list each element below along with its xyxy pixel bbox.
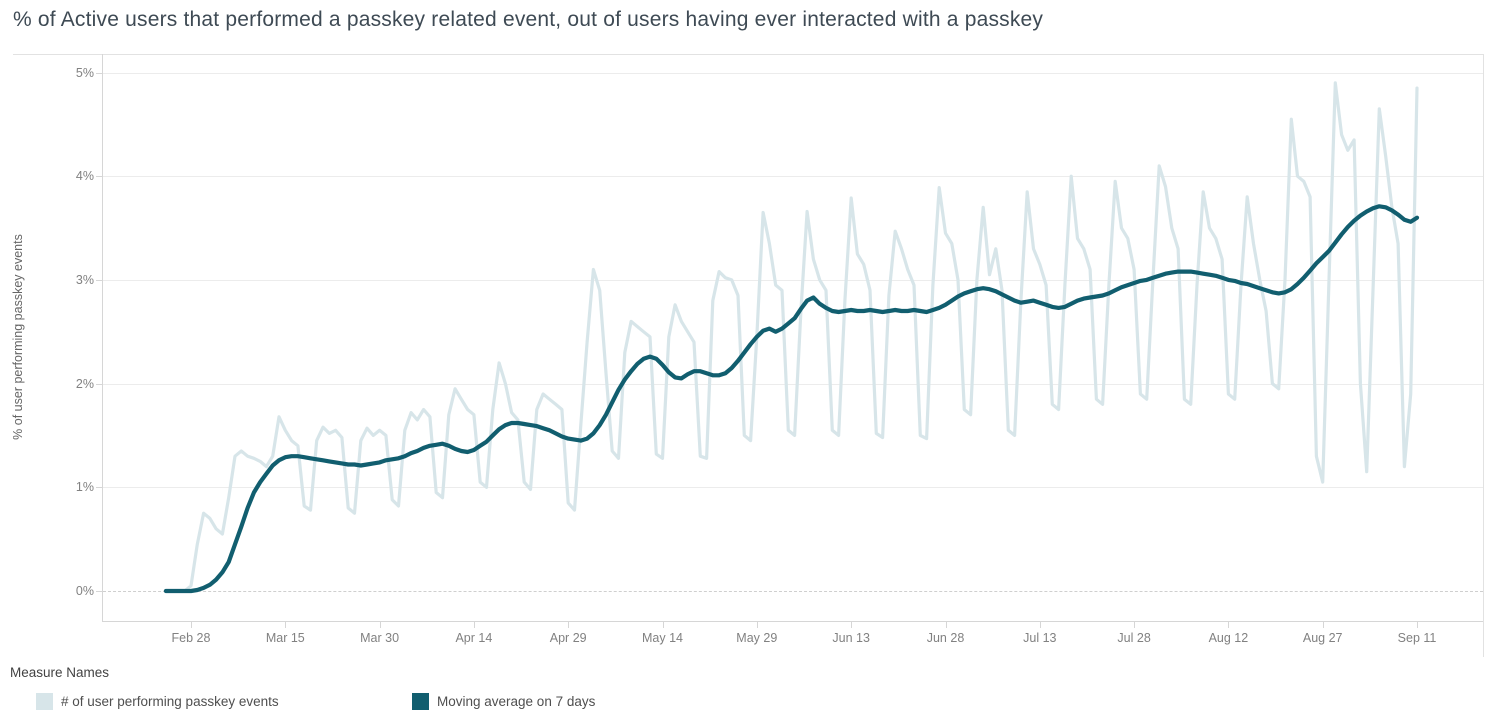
x-axis-tick (191, 622, 192, 628)
y-tick-label: 3% (75, 273, 94, 287)
x-tick-label: Jun 28 (926, 631, 965, 645)
y-axis-tick (96, 591, 102, 592)
x-axis-tick (1322, 622, 1324, 628)
x-tick-label: Aug 27 (1302, 631, 1343, 645)
daily-series-swatch (36, 692, 53, 710)
x-axis-tick (1228, 622, 1230, 628)
pane-top-border (13, 54, 1483, 55)
y-axis-tick (96, 487, 102, 488)
y-axis-tick (96, 384, 102, 385)
x-tick-label: May 29 (736, 631, 778, 645)
y-tick-label: 1% (75, 480, 94, 494)
x-axis-tick (662, 622, 664, 628)
x-tick-label: Jul 28 (1117, 631, 1151, 645)
y-tick-label: 5% (75, 66, 94, 80)
y-axis-line (102, 54, 103, 621)
daily-series-line[interactable] (164, 81, 1419, 593)
x-tick-label: Jun 13 (832, 631, 870, 645)
gridline-3% (103, 280, 1483, 281)
page-title: % of Active users that performed a passk… (13, 8, 1044, 31)
legend-item-moving-average[interactable]: Moving average on 7 days (412, 692, 595, 710)
y-axis-tick (96, 73, 102, 74)
x-axis-tick (851, 622, 853, 628)
gridline-2% (103, 384, 1483, 385)
x-tick-label: Mar 15 (265, 631, 305, 645)
legend: Measure Names # of user performing passk… (0, 660, 1500, 721)
moving-average-line[interactable] (163, 204, 1420, 594)
x-tick-label: Jul 13 (1023, 631, 1057, 645)
x-tick-label: Apr 14 (455, 631, 493, 645)
x-axis-tick (1417, 622, 1418, 628)
x-tick-label: Apr 29 (549, 631, 587, 645)
legend-item-label: # of user performing passkey events (61, 693, 279, 709)
legend-item-daily[interactable]: # of user performing passkey events (36, 692, 279, 710)
moving-average-swatch (412, 692, 429, 710)
x-axis-tick (1134, 622, 1136, 628)
x-axis-tick (473, 622, 475, 628)
x-axis-tick (285, 622, 287, 628)
x-axis-tick (945, 622, 947, 628)
gridline-1% (103, 487, 1483, 488)
y-tick-label: 2% (75, 377, 94, 391)
y-axis-tick (96, 280, 102, 281)
legend-title: Measure Names (10, 665, 110, 680)
gridline-4% (103, 176, 1483, 177)
y-axis-tick (96, 176, 102, 177)
x-axis-tick (756, 622, 758, 628)
y-tick-label: 4% (75, 169, 94, 183)
pane-right-border (1483, 54, 1484, 657)
x-tick-label: Aug 12 (1208, 631, 1249, 645)
gridline-5% (103, 73, 1483, 74)
y-tick-label: 0% (75, 584, 94, 598)
x-axis-line (102, 621, 1483, 622)
x-axis-tick (379, 622, 381, 628)
x-axis-tick (568, 622, 570, 628)
x-tick-label: Feb 28 (171, 631, 211, 645)
gridline-0% (103, 591, 1483, 592)
x-tick-label: May 14 (642, 631, 683, 645)
x-tick-label: Sep 11 (1397, 631, 1437, 645)
legend-item-label: Moving average on 7 days (437, 693, 596, 709)
x-axis-tick (1039, 622, 1041, 628)
x-tick-label: Mar 30 (360, 631, 400, 645)
